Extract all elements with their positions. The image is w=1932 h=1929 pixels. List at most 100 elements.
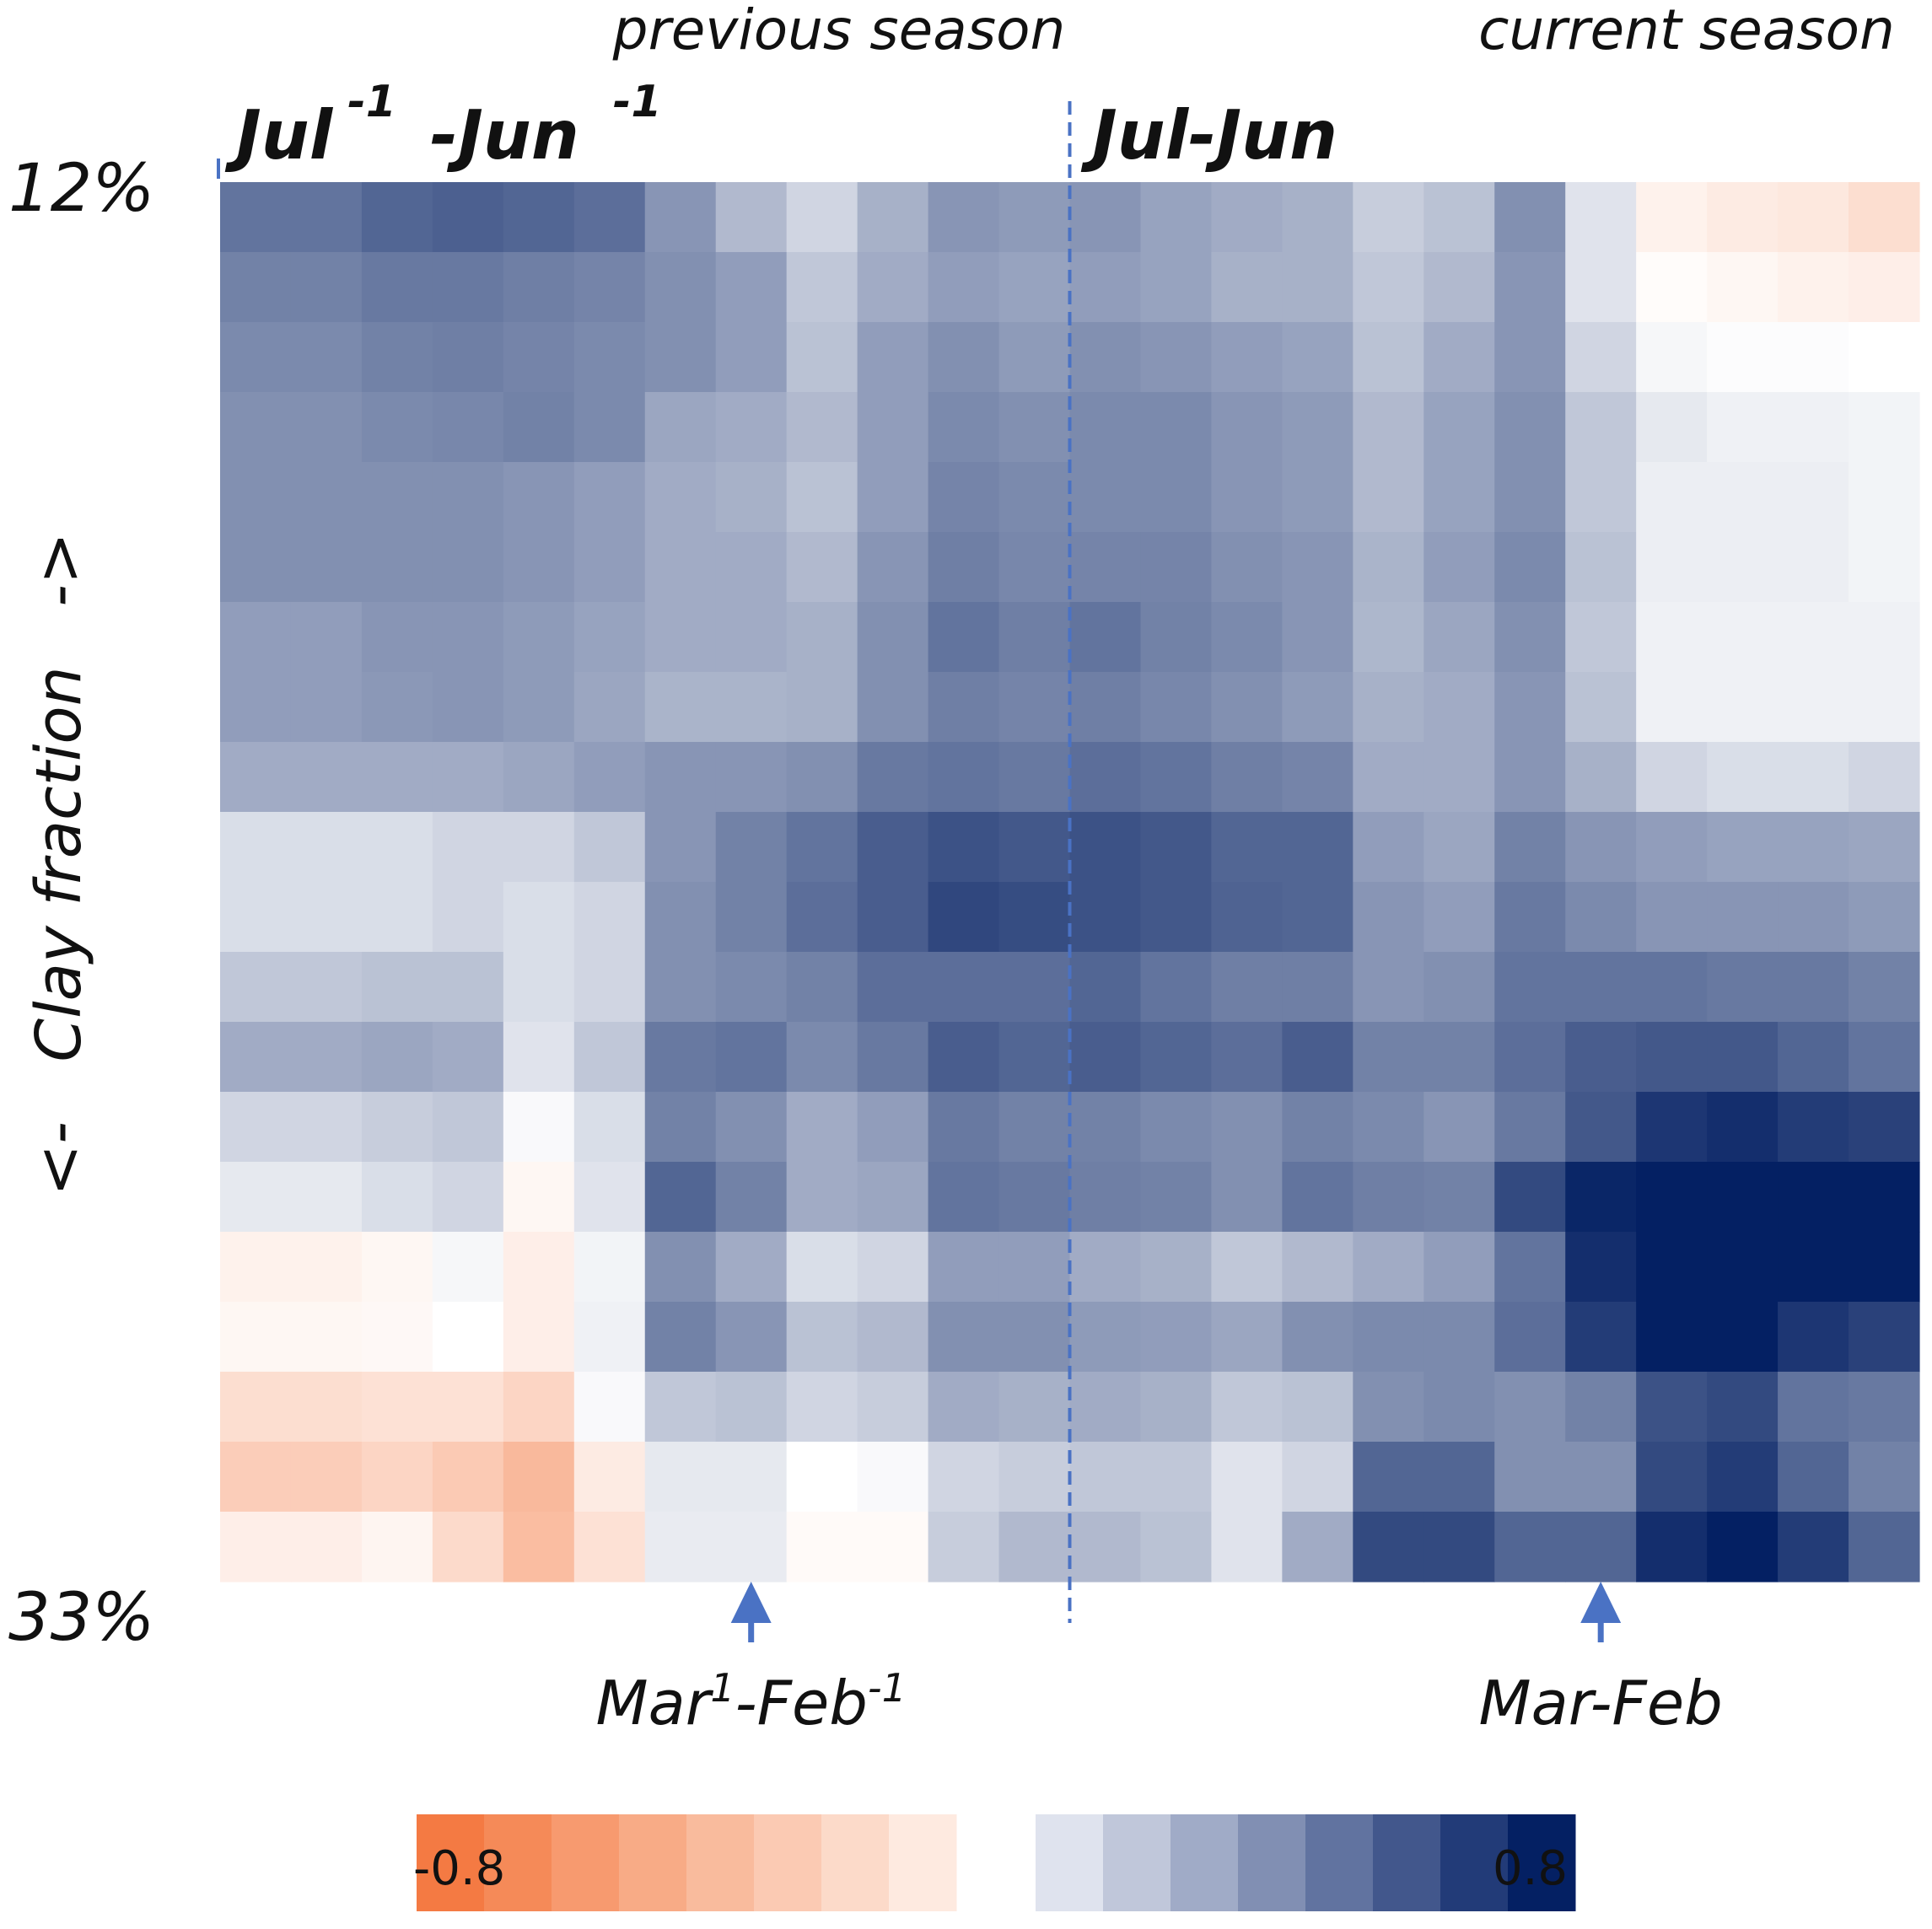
heatmap-cell	[857, 532, 929, 603]
heatmap-cell	[573, 1372, 646, 1443]
heatmap-cell	[1353, 742, 1424, 813]
heatmap-cell	[220, 742, 292, 813]
heatmap-cell	[1282, 252, 1353, 323]
heatmap-cell	[290, 1442, 363, 1513]
heatmap-cell	[1069, 1232, 1142, 1303]
heatmap-cell	[1353, 252, 1424, 323]
heatmap-cell	[503, 882, 575, 953]
heatmap-cell	[361, 672, 433, 743]
heatmap-cell	[1849, 322, 1920, 393]
y-axis-title: <- Clay fraction ->	[23, 532, 95, 1196]
heatmap-cell	[1707, 812, 1779, 883]
heatmap-cell	[1565, 392, 1637, 463]
heatmap-cell	[1778, 462, 1849, 533]
heatmap-cell	[715, 1162, 788, 1233]
heatmap-cell	[361, 742, 433, 813]
heatmap-cell	[290, 322, 363, 393]
heatmap-cell	[644, 462, 717, 533]
heatmap-cell	[644, 1512, 717, 1582]
heatmap-cell	[1849, 952, 1920, 1023]
heatmap-cell	[644, 882, 717, 953]
heatmap-cell	[998, 252, 1071, 323]
heatmap-cell	[1707, 1022, 1779, 1093]
heatmap-cell	[1636, 1022, 1708, 1093]
heatmap-cell	[1707, 322, 1779, 393]
heatmap-cell	[220, 1162, 292, 1233]
heatmap-cell	[1353, 322, 1424, 393]
heatmap-cell	[1565, 1162, 1637, 1233]
heatmap-cell	[503, 532, 575, 603]
heatmap-cell	[1565, 1442, 1637, 1513]
heatmap-cell	[1140, 672, 1213, 743]
heatmap-cell	[998, 742, 1071, 813]
heatmap-cell	[220, 462, 292, 533]
heatmap-cell	[1069, 252, 1142, 323]
heatmap-cell	[715, 1302, 788, 1373]
heatmap-cell	[998, 1512, 1071, 1582]
heatmap-cell	[1849, 532, 1920, 603]
heatmap-cell	[220, 812, 292, 883]
heatmap-cell	[1778, 602, 1849, 673]
heatmap-cell	[715, 742, 788, 813]
heatmap-cell	[1636, 602, 1708, 673]
heatmap-cell	[1707, 462, 1779, 533]
heatmap-cell	[432, 322, 504, 393]
heatmap-cell	[1211, 882, 1283, 953]
heatmap-cell	[644, 1442, 717, 1513]
heatmap-cell	[786, 1092, 858, 1163]
heatmap-cell	[220, 1232, 292, 1303]
heatmap-cell	[1423, 812, 1495, 883]
heatmap-cell	[290, 672, 363, 743]
y-top-label: 12%	[8, 151, 154, 227]
heatmap-cell	[432, 1512, 504, 1582]
heatmap-cell	[1211, 1372, 1283, 1443]
heatmap-cell	[361, 1092, 433, 1163]
heatmap-cell	[786, 1162, 858, 1233]
heatmap-cell	[573, 462, 646, 533]
colorbar-swatch-negative	[686, 1814, 755, 1911]
heatmap-cell	[432, 602, 504, 673]
heatmap-cell	[503, 322, 575, 393]
heatmap-cell	[1565, 952, 1637, 1023]
heatmap-cell	[1069, 1512, 1142, 1582]
heatmap-cell	[1494, 1512, 1566, 1582]
heatmap-cell	[1849, 882, 1920, 953]
heatmap-cell	[715, 532, 788, 603]
heatmap-cell	[1069, 1162, 1142, 1233]
heatmap-cell	[1069, 882, 1142, 953]
heatmap-cell	[928, 1022, 1000, 1093]
heatmap-cell	[1778, 1232, 1849, 1303]
heatmap-cell	[1565, 672, 1637, 743]
heatmap-cell	[1849, 1512, 1920, 1582]
heatmap-cell	[1494, 602, 1566, 673]
heatmap-cell	[786, 1302, 858, 1373]
heatmap-cell	[220, 322, 292, 393]
heatmap-cell	[432, 182, 504, 253]
heatmap-cell	[1636, 322, 1708, 393]
heatmap-cell	[1636, 742, 1708, 813]
heatmap-cell	[1778, 1372, 1849, 1443]
heatmap-cell	[573, 1162, 646, 1233]
heatmap-cell	[857, 882, 929, 953]
heatmap-cell	[1707, 742, 1779, 813]
heatmap-cell	[715, 462, 788, 533]
marker-arrow-icon	[1580, 1582, 1622, 1623]
heatmap-cell	[998, 672, 1071, 743]
heatmap-cell	[857, 1092, 929, 1163]
heatmap-cell	[644, 1232, 717, 1303]
heatmap-cell	[361, 1372, 433, 1443]
heatmap-cell	[998, 952, 1071, 1023]
heatmap-cell	[1849, 1302, 1920, 1373]
heatmap-cell	[361, 392, 433, 463]
heatmap-cell	[786, 1372, 858, 1443]
heatmap-cell	[1494, 1232, 1566, 1303]
heatmap-cell	[857, 182, 929, 253]
heatmap-cell	[786, 882, 858, 953]
heatmap-cell	[1282, 322, 1353, 393]
heatmap-cell	[928, 1162, 1000, 1233]
heatmap-cell	[1211, 532, 1283, 603]
heatmap-cell	[1778, 252, 1849, 323]
marker-arrow-icon	[730, 1582, 772, 1623]
heatmap-cell	[857, 1302, 929, 1373]
heatmap-cell	[503, 1092, 575, 1163]
